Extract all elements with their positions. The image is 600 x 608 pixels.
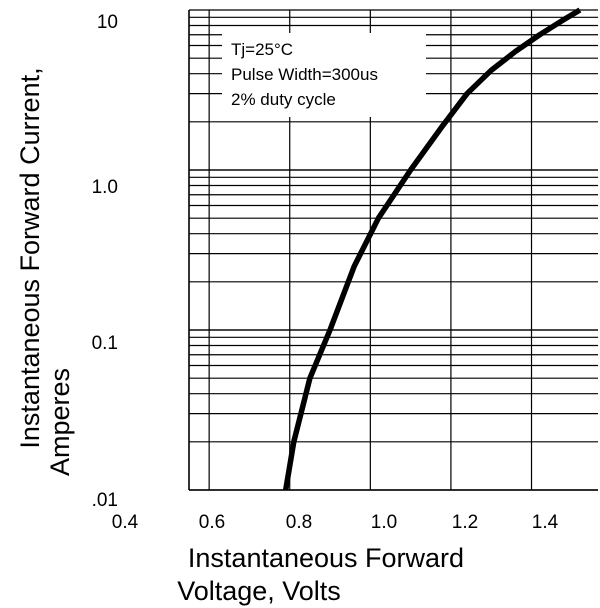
annotation-line-1: Tj=25°C <box>231 40 293 59</box>
data-series <box>282 7 582 491</box>
y-axis-title-line-2: Amperes <box>45 368 75 476</box>
x-tick-label: 1.2 <box>452 512 478 533</box>
x-tick-label: 0.4 <box>112 512 139 533</box>
y-tick-label: 0.1 <box>92 333 118 354</box>
y-tick-label: 1.0 <box>92 177 118 198</box>
series-line-1 <box>282 7 582 491</box>
plot-frame <box>188 10 598 491</box>
x-tick-labels: 0.4 0.6 0.8 1.0 1.2 1.4 <box>112 512 559 533</box>
y-tick-labels: .01 0.1 1.0 10 <box>92 12 118 511</box>
x-tick-label: 1.4 <box>532 512 559 533</box>
x-axis-title-line-1: Instantaneous Forward <box>188 543 464 573</box>
x-tick-label: 0.8 <box>286 512 312 533</box>
y-axis-title-line-1: Instantaneous Forward Current, <box>15 67 45 448</box>
y-tick-label: .01 <box>92 490 118 511</box>
annotation-background <box>222 33 426 117</box>
x-tick-label: 0.6 <box>199 512 225 533</box>
annotation-box: Tj=25°C Pulse Width=300us 2% duty cycle <box>222 33 426 117</box>
annotation-line-2: Pulse Width=300us <box>231 65 378 84</box>
y-tick-label: 10 <box>97 12 118 33</box>
annotation-line-3: 2% duty cycle <box>231 90 336 109</box>
x-axis-title-line-2: Voltage, Volts <box>177 576 341 606</box>
x-tick-label: 1.0 <box>371 512 397 533</box>
